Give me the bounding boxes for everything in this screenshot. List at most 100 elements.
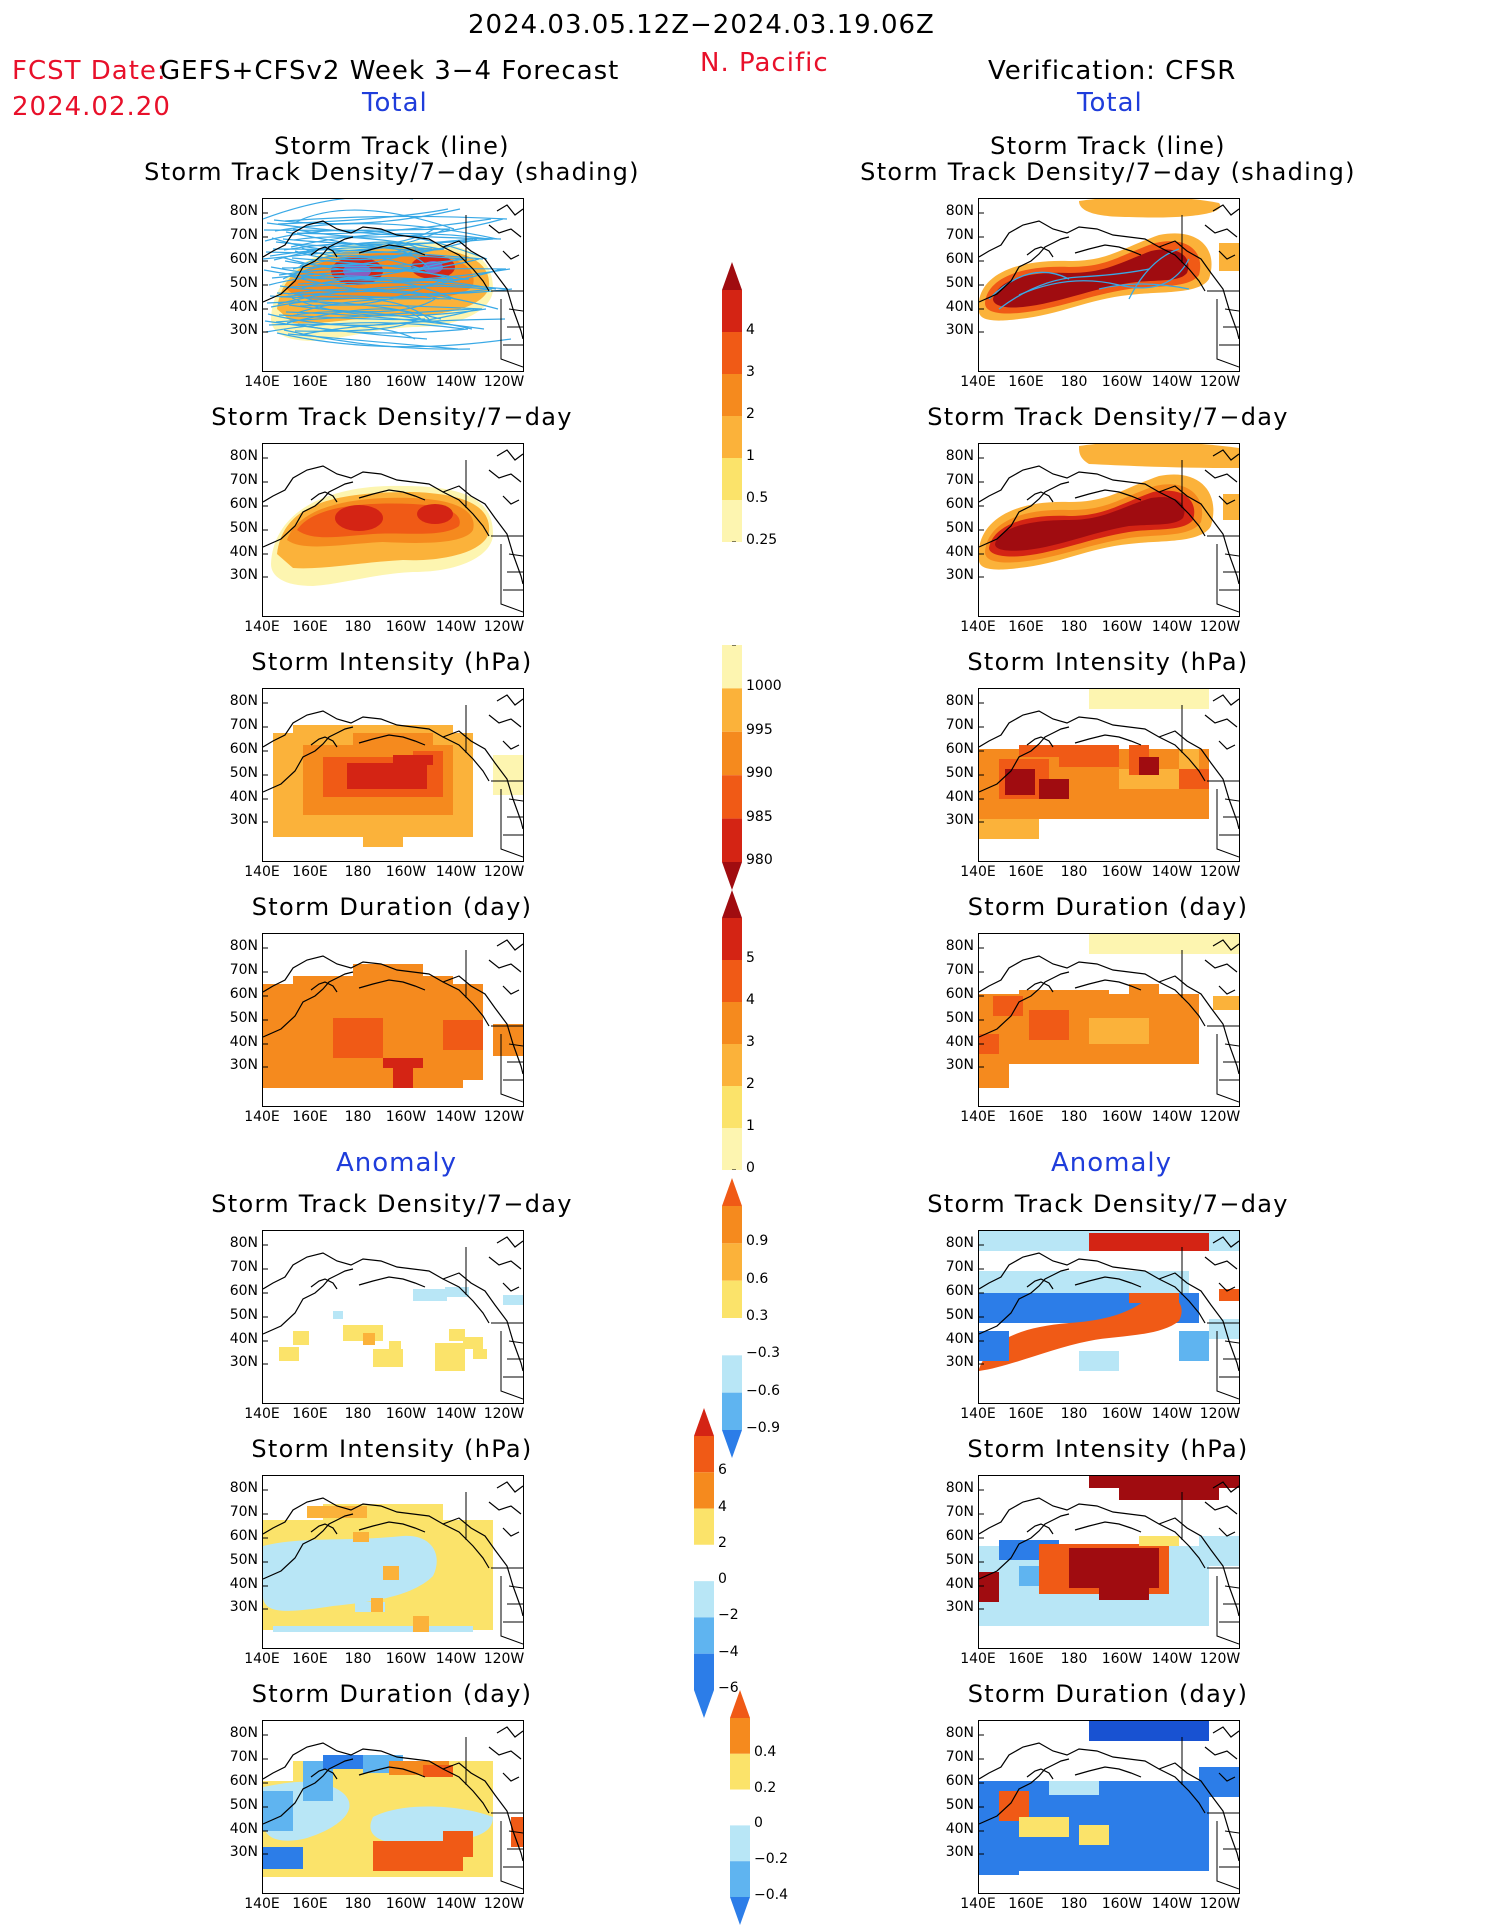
lon-tick-label: 140E xyxy=(960,1896,996,1912)
border-line xyxy=(1216,789,1239,858)
coastline xyxy=(442,736,490,782)
storm-track-line xyxy=(277,285,489,305)
shading-cell xyxy=(353,1532,369,1542)
shading-cell xyxy=(383,1058,423,1068)
lon-tick-label: 120W xyxy=(483,1651,525,1667)
lon-tick-label: 180 xyxy=(1060,864,1088,880)
shading-cell xyxy=(979,1271,1189,1297)
storm-track-line xyxy=(287,333,459,350)
lat-tick-label: 50N xyxy=(945,765,974,781)
lon-tick-label: 120W xyxy=(483,1896,525,1912)
coastline xyxy=(1204,224,1238,238)
border-line xyxy=(1224,308,1239,312)
shading-cell xyxy=(389,1341,401,1351)
coastline xyxy=(1074,489,1142,501)
shading-cell xyxy=(503,1295,523,1305)
colorbar-arrow xyxy=(694,1690,714,1718)
coastline xyxy=(1074,1521,1142,1533)
model-title: GEFS+CFSv2 Week 3−4 Forecast xyxy=(160,56,620,86)
lon-tick-label: 160E xyxy=(292,1406,328,1422)
title-duration-left: Storm Duration (day) xyxy=(251,893,533,921)
storm-track-line xyxy=(270,266,470,282)
lon-tick-label: 120W xyxy=(483,374,525,390)
coastline xyxy=(1074,734,1142,746)
border-line xyxy=(500,789,523,858)
lat-tick-label: 60N xyxy=(229,496,258,512)
lat-tick-label: 60N xyxy=(229,986,258,1002)
colorbar-arrow xyxy=(722,262,742,290)
shading-cell xyxy=(1223,494,1239,520)
colorbar-tick-label: −0.9 xyxy=(746,1420,780,1436)
colorbar-tick-label: 0.5 xyxy=(746,490,769,506)
shading-cell xyxy=(293,976,453,986)
colorbar-tick-label: 6 xyxy=(718,1462,727,1479)
shading-cell xyxy=(371,1598,383,1612)
coastline xyxy=(310,1523,338,1535)
coastline xyxy=(1158,1523,1206,1569)
lon-tick-label: 140E xyxy=(960,1651,996,1667)
shading-cell xyxy=(1005,769,1035,795)
border-line xyxy=(508,553,523,557)
lon-tick-label: 180 xyxy=(1060,1109,1088,1125)
lon-tick-label: 160W xyxy=(1101,374,1143,390)
shading-cell xyxy=(979,819,1039,839)
shading-cell xyxy=(445,1287,469,1297)
coastline xyxy=(1218,495,1236,505)
shading-cell xyxy=(1139,757,1159,775)
lon-tick-label: 140W xyxy=(1151,1896,1193,1912)
lat-tick-label: 50N xyxy=(945,520,974,536)
lon-tick-label: 180 xyxy=(344,1651,372,1667)
coastline xyxy=(1026,1523,1054,1535)
shading xyxy=(979,1294,1182,1371)
coastline xyxy=(1218,250,1236,260)
coastline xyxy=(1074,1276,1142,1288)
shading-cell xyxy=(413,1289,447,1301)
title-density-right: Storm Track Density/7−day xyxy=(927,403,1289,431)
colorbar-tick-label: −2 xyxy=(718,1607,739,1624)
shading-cell xyxy=(413,1616,429,1632)
coastline xyxy=(358,1521,426,1533)
shading-cell xyxy=(293,1331,309,1345)
colorbar-tick-label: 0.25 xyxy=(746,532,778,548)
lon-tick-label: 160W xyxy=(385,1109,427,1125)
coastline xyxy=(1158,1768,1206,1814)
storm-track-line xyxy=(299,304,483,310)
shading-cell xyxy=(1049,1781,1099,1795)
shading-cell xyxy=(373,1349,403,1367)
colorbar-swatch xyxy=(722,1355,742,1393)
shading-cell xyxy=(993,996,1023,1016)
coastline xyxy=(979,481,1070,548)
storm-track-line xyxy=(1128,248,1180,300)
coastline xyxy=(1026,246,1054,258)
lat-tick-label: 60N xyxy=(945,1283,974,1299)
lon-tick-label: 120W xyxy=(1199,619,1241,635)
map-density-left xyxy=(262,443,524,617)
storm-track-line xyxy=(278,314,426,321)
shading-cell xyxy=(979,1851,1019,1875)
colorbar-swatch xyxy=(722,960,742,1002)
lat-tick-label: 60N xyxy=(229,1283,258,1299)
lat-tick-label: 40N xyxy=(229,1821,258,1837)
lon-tick-label: 160W xyxy=(1101,1109,1143,1125)
total-left-label: Total xyxy=(362,88,428,118)
lon-tick-label: 160W xyxy=(385,619,427,635)
lon-tick-label: 160W xyxy=(385,374,427,390)
lon-tick-label: 120W xyxy=(1199,374,1241,390)
title-track2-right: Storm Track Density/7−day (shading) xyxy=(860,158,1356,186)
storm-track-line xyxy=(298,318,506,336)
lon-tick-label: 140E xyxy=(244,1896,280,1912)
storm-track-line xyxy=(295,209,455,230)
colorbar-tick-label: 1000 xyxy=(746,678,782,695)
anomaly-right-label: Anomaly xyxy=(1051,1148,1173,1178)
lat-tick-label: 40N xyxy=(229,1576,258,1592)
lon-tick-label: 160W xyxy=(385,1896,427,1912)
coastline xyxy=(310,246,338,258)
colorbar-density-anom xyxy=(722,1178,782,1458)
lon-tick-label: 180 xyxy=(344,864,372,880)
title-duration-anom-left: Storm Duration (day) xyxy=(251,1680,533,1708)
colorbar-tick-label: 3 xyxy=(746,1034,755,1050)
lon-tick-label: 140E xyxy=(960,1406,996,1422)
lon-tick-label: 180 xyxy=(344,1896,372,1912)
colorbar-tick-label: 0.9 xyxy=(746,1233,769,1250)
coastline xyxy=(1204,959,1238,973)
